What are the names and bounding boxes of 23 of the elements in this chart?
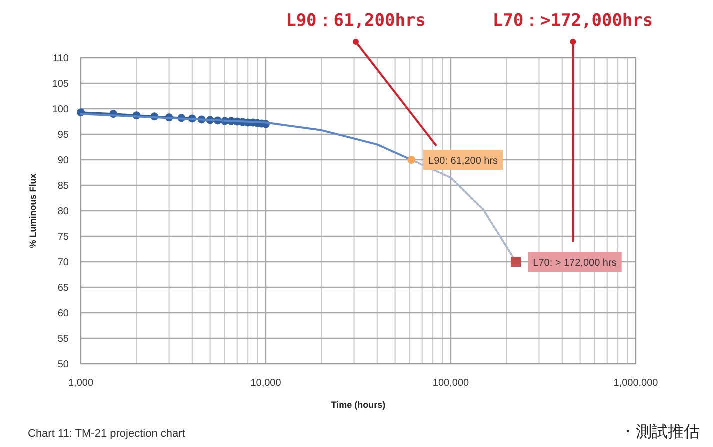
x-tick-label: 10,000 [250,378,282,389]
x-axis-title: Time (hours) [331,400,386,410]
y-tick-label: 105 [52,79,70,90]
y-axis-title: % Luminous Flux [28,174,38,248]
y-tick-label: 50 [58,360,70,370]
y-tick-label: 110 [53,54,70,64]
y-tick-label: 85 [58,181,70,192]
y-tick-label: 80 [58,206,70,218]
y-tick-label: 55 [58,334,70,345]
x-tick-label: 1,000 [68,378,94,389]
y-tick-label: 90 [58,156,70,166]
y-tick-label: 60 [58,308,70,320]
x-tick-label: 1,000,000 [614,378,659,389]
annotation: L90: 61,200 hrs [428,156,498,167]
text: ・測試推估 [620,422,700,441]
y-tick-label: 75 [58,232,70,243]
y-tick-label: 95 [58,130,70,141]
annotation: L70: > 172,000 hrs [533,258,617,269]
y-tick-label: 70 [58,258,70,268]
x-tick-label: 100,000 [432,378,470,389]
y-tick-label: 100 [52,104,70,116]
y-tick-label: 65 [58,283,70,294]
caption: Chart 11: TM-21 projection chart [28,428,186,440]
